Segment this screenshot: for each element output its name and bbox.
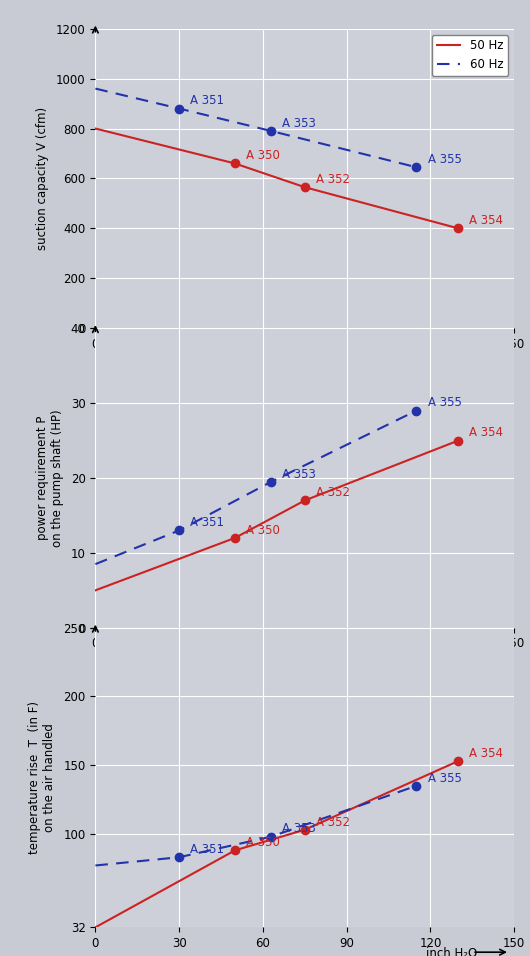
Text: A 355: A 355	[428, 153, 462, 166]
Y-axis label: suction capacity V (cfm): suction capacity V (cfm)	[36, 107, 49, 250]
Legend: 50 Hz, 60 Hz: 50 Hz, 60 Hz	[432, 34, 508, 76]
Text: A 350: A 350	[246, 149, 280, 163]
Text: A 350: A 350	[246, 524, 280, 536]
Y-axis label: power requirement P
on the pump shaft (HP): power requirement P on the pump shaft (H…	[36, 409, 64, 547]
Text: A 351: A 351	[190, 516, 224, 530]
Text: A 353: A 353	[282, 822, 316, 836]
Text: A 354: A 354	[470, 747, 503, 760]
Text: A 352: A 352	[316, 815, 350, 829]
Text: A 352: A 352	[316, 487, 350, 499]
Text: inch H₂O: inch H₂O	[426, 356, 477, 368]
Y-axis label: temperature rise  T  (in F)
on the air handled: temperature rise T (in F) on the air han…	[29, 701, 57, 854]
Text: inch H₂O: inch H₂O	[426, 946, 477, 956]
Text: A 350: A 350	[246, 836, 280, 849]
Text: A 355: A 355	[428, 771, 462, 785]
Text: A 351: A 351	[190, 843, 224, 856]
Text: A 353: A 353	[282, 467, 316, 481]
Text: inch H₂O: inch H₂O	[426, 655, 477, 667]
Text: A 351: A 351	[190, 95, 224, 107]
Text: A 354: A 354	[470, 426, 503, 440]
Text: A 354: A 354	[470, 214, 503, 228]
Text: A 353: A 353	[282, 117, 316, 130]
Text: A 352: A 352	[316, 173, 350, 186]
Text: total pressure difference (gauge)  Δp: total pressure difference (gauge) Δp	[196, 367, 414, 380]
Text: A 355: A 355	[428, 397, 462, 409]
Text: total pressure difference (gauge)  Δp: total pressure difference (gauge) Δp	[196, 666, 414, 680]
